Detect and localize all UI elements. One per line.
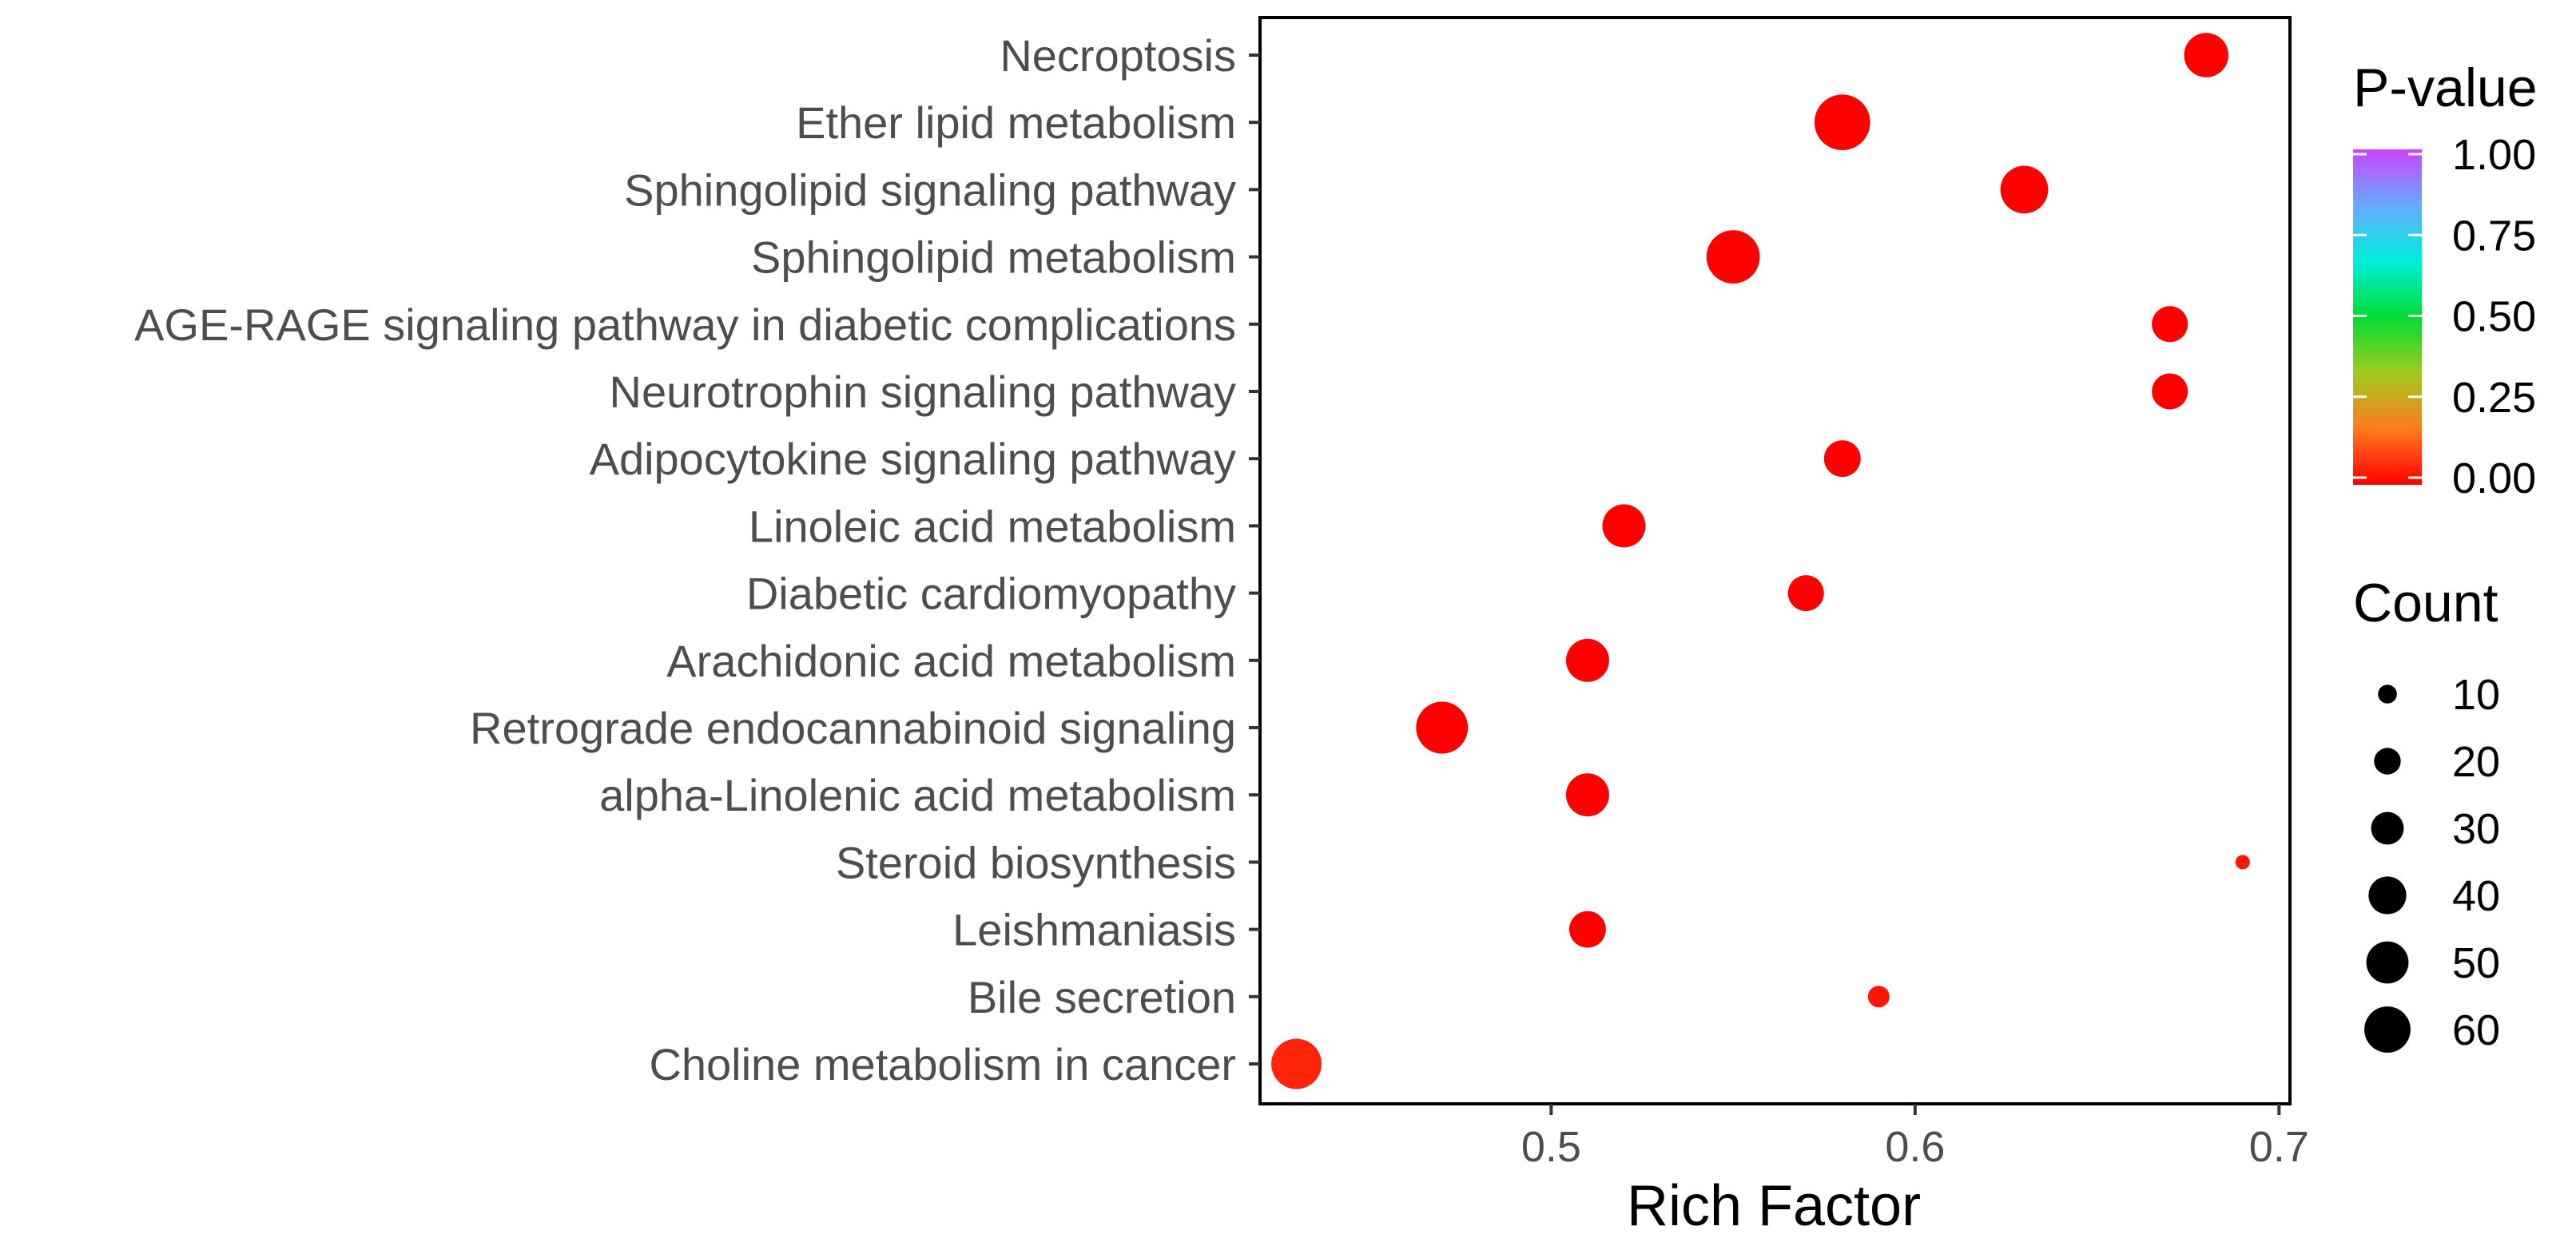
y-tick-label: Ether lipid metabolism <box>796 97 1236 148</box>
count-legend-label: 20 <box>2452 738 2500 786</box>
data-point <box>1823 440 1861 478</box>
count-legend-dot <box>2368 876 2407 915</box>
count-legend-label: 50 <box>2452 939 2500 987</box>
y-tick-label: Diabetic cardiomyopathy <box>746 569 1236 619</box>
x-tick-label: 0.6 <box>1885 1123 1945 1171</box>
y-tick-label: Retrograde endocannabinoid signaling <box>470 703 1236 753</box>
y-tick-label: Sphingolipid metabolism <box>751 232 1236 283</box>
count-legend-label: 10 <box>2452 671 2500 719</box>
y-tick-label: Bile secretion <box>968 972 1236 1022</box>
y-tick-label: Neurotrophin signaling pathway <box>610 367 1237 417</box>
data-point <box>1867 986 1890 1008</box>
y-tick-label: Sphingolipid signaling pathway <box>624 165 1236 215</box>
data-point <box>2000 165 2049 214</box>
colorbar-tick-label: 1.00 <box>2452 131 2536 179</box>
colorbar-tick-label: 0.00 <box>2452 454 2536 502</box>
y-tick-label: Steroid biosynthesis <box>836 837 1236 887</box>
y-axis: Necroptosis Ether lipid metabolism Sphingo… <box>134 30 1260 1089</box>
data-point <box>1814 94 1870 151</box>
count-legend-dot <box>2371 812 2404 845</box>
x-tick-label: 0.5 <box>1521 1123 1581 1171</box>
count-legend-dot <box>2374 748 2401 775</box>
colorbar-tick-label: 0.75 <box>2452 212 2536 260</box>
data-point <box>2152 306 2188 343</box>
y-tick-label: Arachidonic acid metabolism <box>666 636 1236 686</box>
count-legend-label: 40 <box>2452 872 2500 920</box>
x-axis-title: Rich Factor <box>1627 1174 1921 1238</box>
pvalue-legend-title: P-value <box>2353 58 2538 118</box>
y-tick-label: AGE-RAGE signaling pathway in diabetic c… <box>134 300 1236 350</box>
data-point <box>2235 855 2250 870</box>
data-point <box>1568 911 1606 948</box>
data-point <box>1271 1038 1322 1089</box>
count-legend-dot <box>2364 1006 2411 1053</box>
data-point <box>2184 33 2228 77</box>
data-point <box>1416 701 1469 754</box>
count-legend-title: Count <box>2353 573 2498 633</box>
pvalue-colorbar-ticks: 1.00 0.75 0.50 0.25 0.00 <box>2353 131 2536 502</box>
x-axis: 0.5 0.6 0.7 <box>1521 1104 2309 1171</box>
colorbar-tick-label: 0.25 <box>2452 374 2536 422</box>
data-point <box>2152 373 2188 410</box>
y-tick-label: Choline metabolism in cancer <box>649 1039 1236 1089</box>
y-tick-label: Linoleic acid metabolism <box>749 501 1236 551</box>
data-point <box>1706 230 1760 284</box>
y-tick-label: alpha-Linolenic acid metabolism <box>599 770 1236 820</box>
data-point <box>1565 773 1609 817</box>
colorbar-tick-label: 0.50 <box>2452 293 2536 341</box>
plot-panel <box>1258 16 2292 1105</box>
count-legend-label: 60 <box>2452 1006 2500 1054</box>
count-legend-label: 30 <box>2452 805 2500 853</box>
pvalue-legend: P-value 1.00 0.75 0.50 0.25 0.00 <box>2353 58 2538 502</box>
data-point <box>1787 575 1824 612</box>
data-points <box>1271 33 2250 1089</box>
count-legend-dot <box>2366 941 2409 984</box>
y-tick-label: Leishmaniasis <box>952 905 1236 955</box>
y-tick-label: Adipocytokine signaling pathway <box>590 434 1236 484</box>
data-point <box>1565 638 1609 682</box>
x-tick-label: 0.7 <box>2249 1123 2309 1171</box>
count-legend-items: 10 20 30 40 50 60 <box>2364 671 2500 1054</box>
data-point <box>1602 504 1646 548</box>
count-legend-dot <box>2378 685 2397 704</box>
count-legend: Count 10 20 30 40 50 60 <box>2353 573 2500 1054</box>
y-tick-label: Necroptosis <box>1000 30 1236 81</box>
